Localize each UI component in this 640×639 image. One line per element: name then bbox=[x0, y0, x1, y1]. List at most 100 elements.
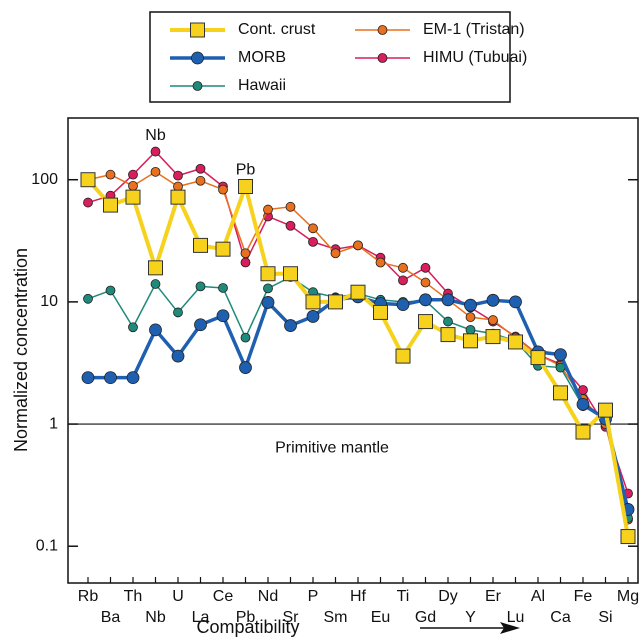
data-point bbox=[575, 424, 591, 440]
data-point bbox=[465, 312, 476, 323]
data-point bbox=[81, 371, 95, 385]
x-tick-label: Sr bbox=[283, 609, 300, 626]
legend-label: EM-1 (Tristan) bbox=[423, 21, 525, 38]
legend-marker bbox=[192, 81, 203, 91]
data-point bbox=[285, 220, 296, 231]
data-point bbox=[218, 283, 228, 293]
data-point bbox=[396, 298, 410, 312]
arrow-head bbox=[500, 622, 520, 634]
x-tick-label: Ba bbox=[101, 609, 121, 626]
x-tick-label: Er bbox=[485, 588, 502, 605]
data-point bbox=[173, 170, 183, 181]
x-tick-label: Ce bbox=[213, 588, 234, 605]
x-tick-label: Y bbox=[465, 609, 476, 626]
data-point bbox=[443, 316, 453, 327]
data-point bbox=[216, 309, 230, 323]
data-point bbox=[350, 284, 366, 300]
data-point bbox=[440, 327, 456, 343]
data-point bbox=[173, 307, 183, 318]
data-point bbox=[620, 529, 636, 545]
x-tick-label: Ca bbox=[550, 609, 571, 626]
data-point bbox=[103, 197, 118, 213]
data-point bbox=[149, 323, 162, 337]
data-point bbox=[463, 333, 478, 349]
data-point bbox=[195, 281, 206, 292]
data-point bbox=[240, 332, 251, 343]
x-tick-label: Eu bbox=[371, 609, 391, 626]
data-point bbox=[485, 329, 501, 345]
data-point bbox=[261, 296, 275, 309]
data-point bbox=[398, 262, 408, 273]
data-point bbox=[105, 285, 116, 296]
data-point bbox=[238, 178, 253, 194]
legend-label: Cont. crust bbox=[238, 21, 316, 38]
data-point bbox=[263, 283, 273, 294]
data-point bbox=[218, 184, 228, 195]
y-tick-label: 100 bbox=[31, 171, 58, 188]
plot-frame bbox=[67, 117, 639, 584]
data-point bbox=[598, 402, 613, 418]
data-point bbox=[308, 236, 318, 247]
data-point bbox=[128, 322, 138, 333]
data-point bbox=[240, 257, 251, 268]
data-point bbox=[418, 314, 433, 330]
data-point bbox=[465, 324, 476, 335]
data-point bbox=[420, 277, 431, 288]
data-point bbox=[239, 361, 252, 374]
data-point bbox=[80, 172, 96, 188]
data-point bbox=[171, 349, 185, 363]
data-point bbox=[308, 223, 318, 234]
data-point bbox=[373, 304, 388, 320]
legend-marker bbox=[190, 22, 205, 38]
data-point bbox=[195, 163, 206, 174]
x-tick-label: Pb bbox=[236, 609, 256, 626]
y-tick-label: 0.1 bbox=[36, 537, 58, 554]
series-line bbox=[87, 276, 629, 519]
x-tick-label: Nd bbox=[258, 588, 278, 605]
x-tick-label: Rb bbox=[78, 588, 99, 605]
x-tick-label: Sm bbox=[324, 609, 348, 626]
legend-marker bbox=[191, 51, 204, 65]
data-point bbox=[128, 169, 138, 180]
legend-label: Hawaii bbox=[238, 77, 286, 94]
series-line bbox=[88, 295, 630, 510]
data-point bbox=[305, 294, 321, 310]
x-tick-label: Mg bbox=[617, 588, 639, 605]
data-point bbox=[105, 169, 116, 180]
data-point bbox=[353, 240, 363, 251]
x-tick-label: Ti bbox=[397, 588, 410, 605]
data-point bbox=[170, 189, 186, 205]
y-axis-label: Normalized concentration bbox=[11, 248, 31, 452]
annotation: Pb bbox=[236, 162, 256, 179]
data-point bbox=[194, 318, 207, 332]
legend-marker bbox=[377, 53, 388, 63]
data-point bbox=[464, 298, 477, 312]
x-axis-label: Compatibility bbox=[196, 617, 299, 637]
data-point bbox=[285, 201, 296, 212]
data-point bbox=[83, 293, 93, 304]
data-point bbox=[508, 334, 523, 350]
data-point bbox=[193, 237, 208, 253]
x-tick-label: P bbox=[308, 588, 319, 605]
data-point bbox=[83, 197, 93, 208]
data-point bbox=[328, 294, 343, 310]
data-point bbox=[375, 257, 386, 268]
x-tick-label: Lu bbox=[507, 609, 525, 626]
reference-label: Primitive mantle bbox=[275, 439, 389, 456]
data-point bbox=[148, 260, 163, 276]
data-point bbox=[104, 371, 117, 385]
data-point bbox=[441, 293, 455, 307]
data-point bbox=[260, 266, 276, 282]
x-tick-label: Si bbox=[598, 609, 612, 626]
data-point bbox=[150, 146, 161, 157]
data-point bbox=[554, 348, 567, 362]
data-point bbox=[284, 319, 297, 332]
x-tick-label: Th bbox=[124, 588, 143, 605]
data-point bbox=[306, 310, 320, 323]
legend-label: HIMU (Tubuai) bbox=[423, 49, 527, 66]
data-point bbox=[263, 204, 273, 215]
data-point bbox=[125, 189, 141, 205]
data-point bbox=[126, 371, 140, 385]
data-point bbox=[215, 241, 231, 257]
x-tick-label: Al bbox=[531, 588, 545, 605]
